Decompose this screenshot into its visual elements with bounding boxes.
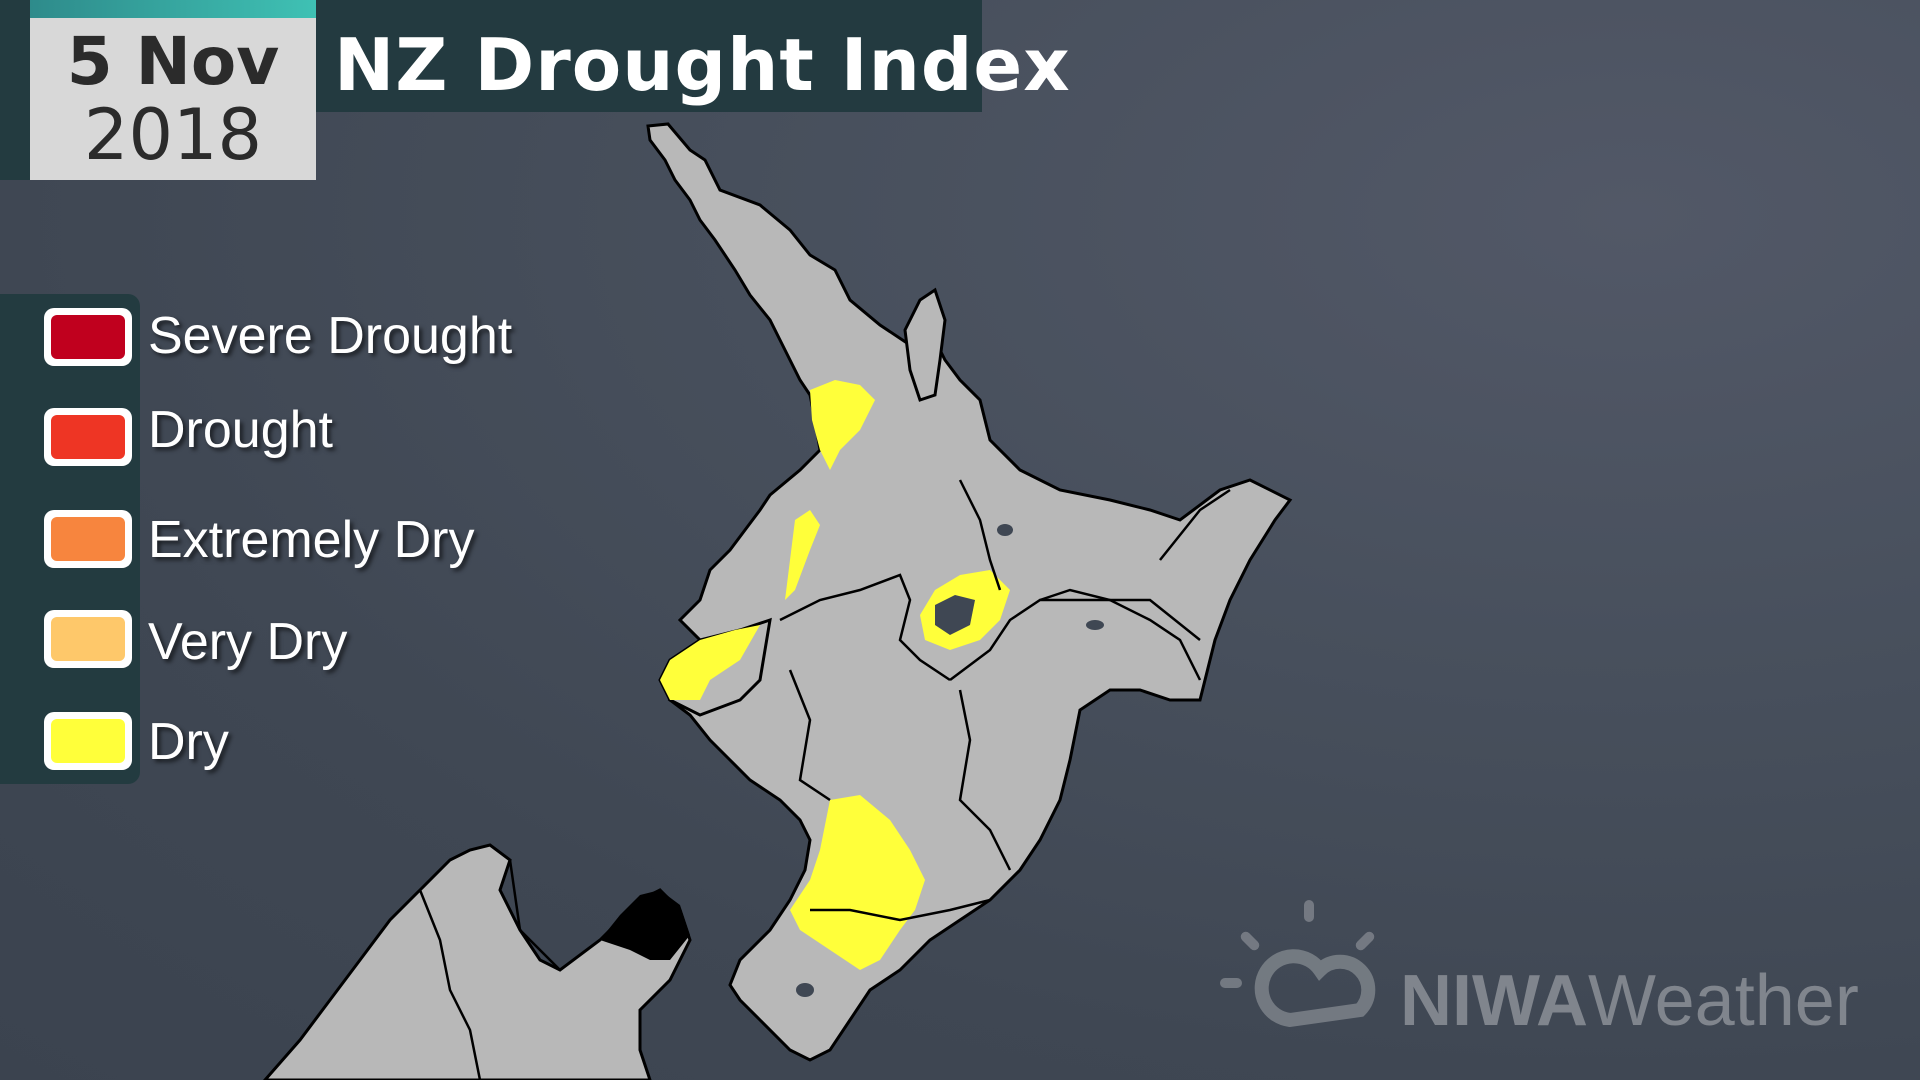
title-box [316, 0, 982, 112]
legend-swatch-dry [44, 712, 132, 770]
legend-swatch-severe-drought [44, 308, 132, 366]
legend-swatch-color [51, 617, 125, 661]
dry-region-westcoast [785, 510, 820, 600]
logo-light: Weather [1587, 961, 1859, 1041]
lake-rotorua [997, 524, 1013, 536]
regional-borders [779, 479, 1231, 922]
legend-label-dry: Dry [148, 713, 229, 771]
page-title: NZ Drought Index [334, 23, 1071, 107]
legend-swatch-color [51, 517, 125, 561]
logo-bold: NIWA [1400, 961, 1588, 1041]
taupo-lake [935, 595, 975, 635]
date-year: 2018 [83, 94, 263, 176]
date-accent-bar [30, 0, 316, 18]
legend-swatch-color [51, 415, 125, 459]
legend-label-extremely-dry: Extremely Dry [148, 511, 475, 569]
south-island-borders [418, 859, 561, 1080]
legend-label-very-dry: Very Dry [148, 613, 348, 671]
date-box [30, 0, 316, 180]
dry-region-taranaki [660, 625, 760, 700]
legend-swatch-color [51, 719, 125, 763]
sun-cloud-icon [1220, 900, 1376, 1027]
date-day: 5 Nov [66, 23, 280, 100]
legend-swatch-very-dry [44, 610, 132, 668]
legend-label-severe-drought: Severe Drought [148, 307, 513, 365]
dry-region-auckland [810, 380, 875, 470]
date-box-edge [0, 0, 30, 180]
legend-swatch-color [51, 315, 125, 359]
dry-region-manawatu [790, 795, 925, 970]
legend-label-drought: Drought [148, 401, 333, 459]
legend-swatch-extremely-dry [44, 510, 132, 568]
lake-wairarapa [796, 983, 814, 997]
coromandel-land [903, 287, 947, 402]
niwa-weather-logo: NIWAWeather [1400, 960, 1859, 1042]
legend-swatch-drought [44, 408, 132, 466]
lake-waikaremoana [1086, 620, 1104, 630]
marlborough-sounds [600, 890, 690, 960]
south-island-land [263, 843, 692, 1080]
